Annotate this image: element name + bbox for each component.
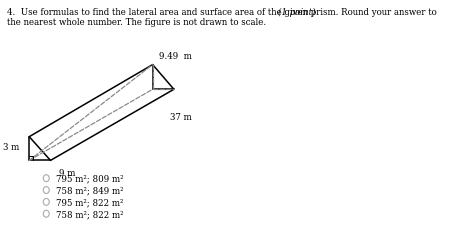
Circle shape <box>43 175 49 182</box>
Text: 9 m: 9 m <box>59 169 76 178</box>
Text: 758 m²; 822 m²: 758 m²; 822 m² <box>55 209 123 218</box>
Circle shape <box>43 210 49 217</box>
Text: 37 m: 37 m <box>170 113 191 122</box>
Circle shape <box>43 187 49 194</box>
Text: 795 m²; 809 m²: 795 m²; 809 m² <box>55 174 123 183</box>
Text: (1 point): (1 point) <box>278 8 315 17</box>
Text: the nearest whole number. The figure is not drawn to scale.: the nearest whole number. The figure is … <box>7 18 266 27</box>
Circle shape <box>43 198 49 205</box>
Text: 795 m²; 822 m²: 795 m²; 822 m² <box>55 198 123 207</box>
Text: 758 m²; 849 m²: 758 m²; 849 m² <box>55 186 123 195</box>
Text: 4.  Use formulas to find the lateral area and surface area of the given prism. R: 4. Use formulas to find the lateral area… <box>7 8 437 17</box>
Text: 3 m: 3 m <box>3 142 19 151</box>
Text: 9.49  m: 9.49 m <box>159 52 192 60</box>
